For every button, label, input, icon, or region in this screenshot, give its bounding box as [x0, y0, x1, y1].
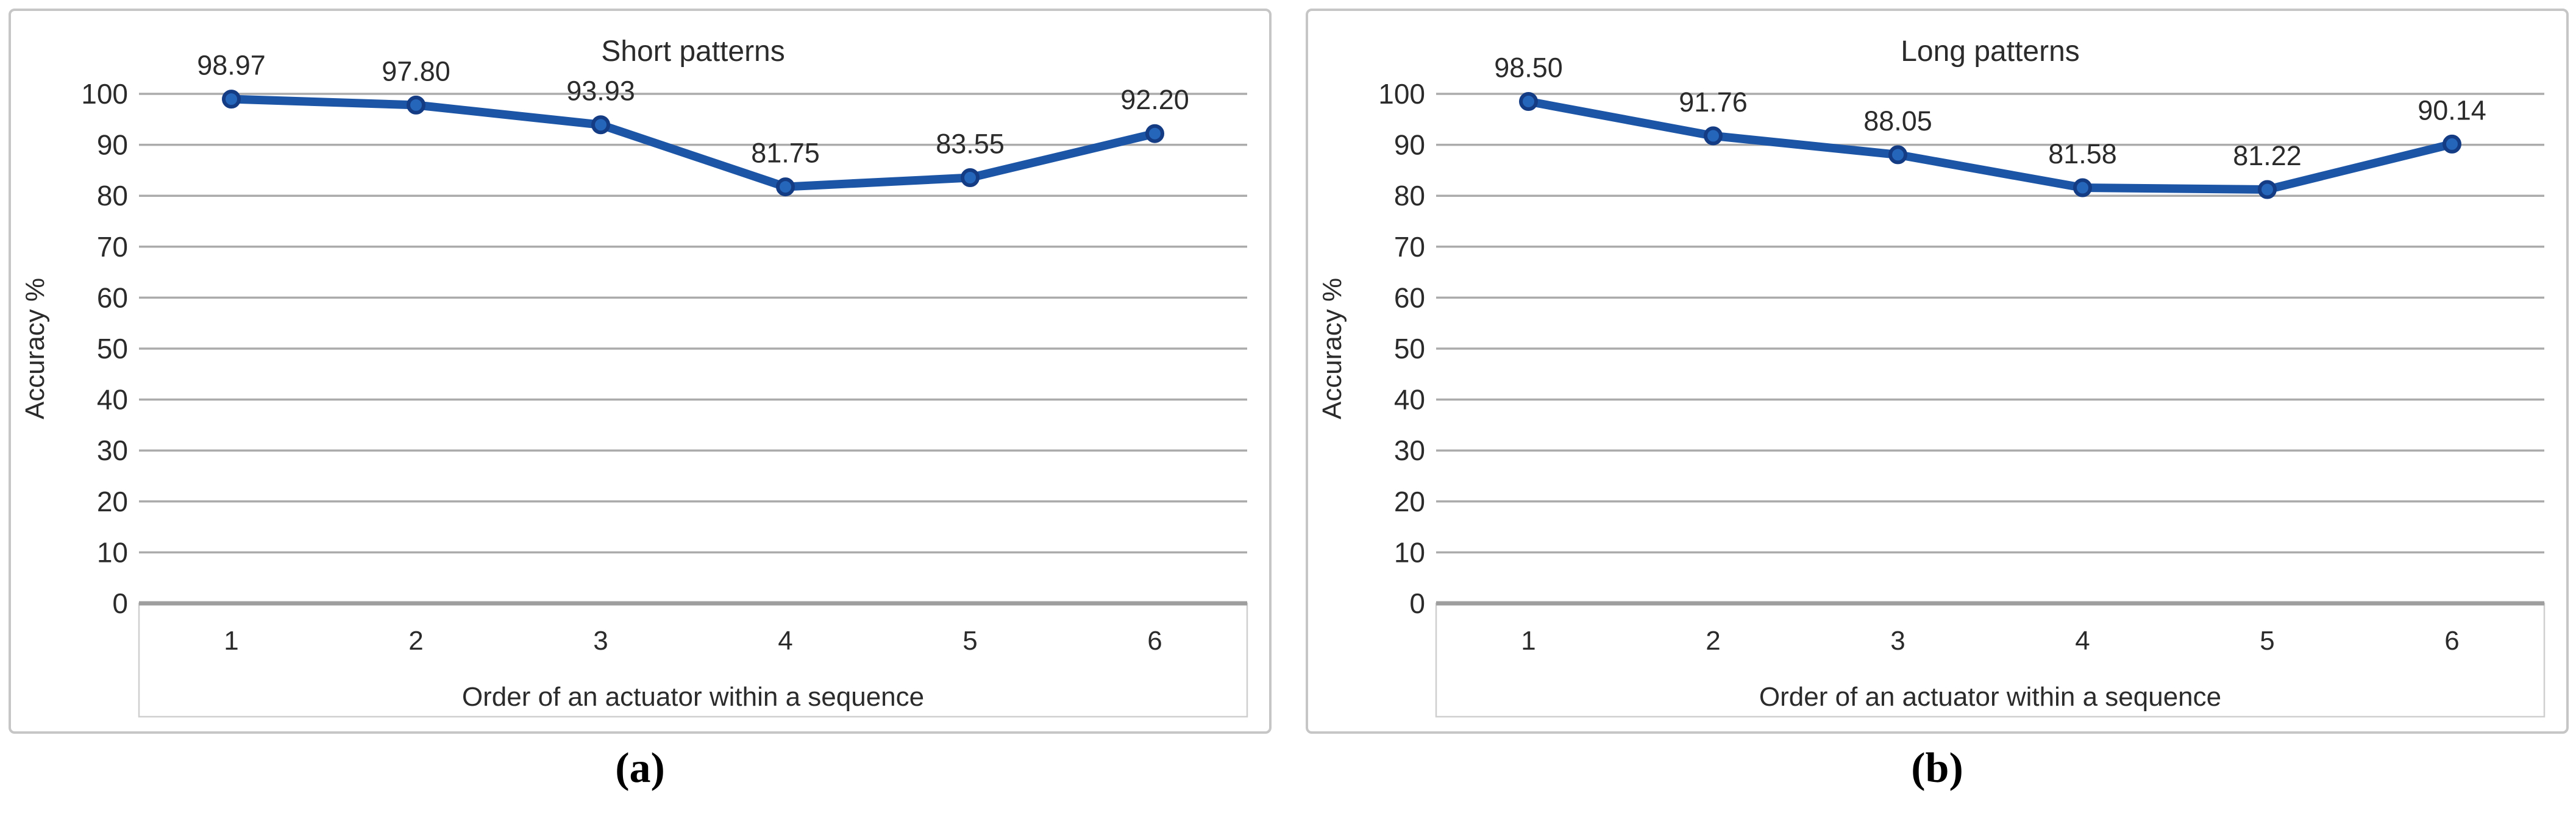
data-point-marker [1145, 124, 1164, 143]
x-tick-label: 2 [1706, 626, 1720, 656]
y-tick-label: 70 [1394, 231, 1425, 263]
chart-panel-long-patterns: 0 10 20 30 40 50 60 70 80 90 100 1 2 3 4 5 6 Accuracy % Or… [1306, 9, 2569, 734]
data-point-label: 93.93 [566, 76, 635, 107]
data-point-label: 98.50 [1494, 52, 1563, 83]
y-axis-title: Accuracy % [20, 278, 50, 419]
data-point-marker [1519, 92, 1538, 112]
y-tick-label: 50 [97, 333, 128, 364]
data-point-marker [776, 177, 795, 197]
chart-title: Long patterns [1901, 35, 2080, 68]
y-tick-label: 80 [1394, 180, 1425, 211]
chart-panel-short-patterns: 0 10 20 30 40 50 60 70 80 90 100 1 2 3 4 5 6 Accuracy % Or… [9, 9, 1272, 734]
data-point-marker [2443, 134, 2461, 154]
data-point-marker [1888, 145, 1907, 165]
x-tick-label: 4 [2075, 626, 2090, 656]
y-tick-label: 100 [1378, 78, 1425, 110]
data-point-label: 90.14 [2418, 94, 2486, 126]
x-tick-label: 1 [1521, 626, 1535, 656]
y-tick-label: 50 [1394, 333, 1425, 364]
data-point-marker [222, 90, 241, 109]
data-point-marker [2258, 180, 2277, 199]
data-point-label: 83.55 [936, 129, 1005, 160]
y-tick-label: 80 [97, 180, 128, 211]
series-line [1524, 97, 2457, 194]
data-point-label: 81.22 [2233, 140, 2302, 171]
y-tick-label: 20 [1394, 486, 1425, 517]
y-tick-label: 60 [1394, 282, 1425, 313]
long-patterns-chart: 0 10 20 30 40 50 60 70 80 90 100 1 2 3 4 5 6 Accuracy % Or… [1317, 35, 2546, 718]
x-tick-label: 5 [962, 626, 977, 656]
x-tick-label: 6 [1147, 626, 1162, 656]
x-tick-label: 2 [408, 626, 423, 656]
x-tick-label: 1 [224, 626, 238, 656]
x-axis-title: Order of an actuator within a sequence [1759, 682, 2221, 712]
data-point-marker [1704, 126, 1723, 146]
data-point-marker [2073, 178, 2092, 197]
data-point-label: 81.75 [751, 138, 820, 169]
data-point-marker [591, 115, 610, 135]
y-tick-label: 30 [97, 435, 128, 466]
data-point-marker [961, 168, 980, 188]
x-axis-title: Order of an actuator within a sequence [462, 682, 924, 712]
y-tick-label: 70 [97, 231, 128, 263]
data-point-label: 97.80 [382, 55, 450, 87]
chart-title: Short patterns [601, 35, 785, 68]
data-point-marker [407, 95, 425, 115]
y-tick-label: 90 [97, 129, 128, 161]
x-tick-label: 3 [593, 626, 608, 656]
y-tick-label: 40 [97, 384, 128, 416]
short-patterns-chart: 0 10 20 30 40 50 60 70 80 90 100 1 2 3 4 5 6 Accuracy % Or… [20, 35, 1248, 718]
y-tick-label: 90 [1394, 129, 1425, 161]
series-line [227, 94, 1159, 191]
y-tick-label: 30 [1394, 435, 1425, 466]
y-tick-label: 20 [97, 486, 128, 517]
subfigure-caption-a: (a) [615, 745, 665, 792]
y-tick-label: 40 [1394, 384, 1425, 416]
x-tick-label: 3 [1890, 626, 1905, 656]
data-point-label: 91.76 [1679, 87, 1748, 118]
y-tick-label: 10 [1394, 536, 1425, 568]
y-tick-label: 60 [97, 282, 128, 313]
x-tick-label: 6 [2444, 626, 2459, 656]
subfigure-caption-b: (b) [1911, 745, 1963, 792]
x-tick-label: 5 [2260, 626, 2274, 656]
data-point-label: 92.20 [1120, 84, 1189, 115]
y-axis-title: Accuracy % [1317, 278, 1347, 419]
data-point-label: 81.58 [2048, 138, 2117, 169]
y-tick-label: 10 [97, 536, 128, 568]
y-tick-label: 0 [112, 587, 128, 619]
x-tick-label: 4 [778, 626, 792, 656]
data-point-label: 88.05 [1863, 105, 1932, 137]
y-tick-label: 100 [81, 78, 128, 110]
y-tick-label: 0 [1409, 587, 1425, 619]
data-point-label: 98.97 [197, 50, 266, 81]
